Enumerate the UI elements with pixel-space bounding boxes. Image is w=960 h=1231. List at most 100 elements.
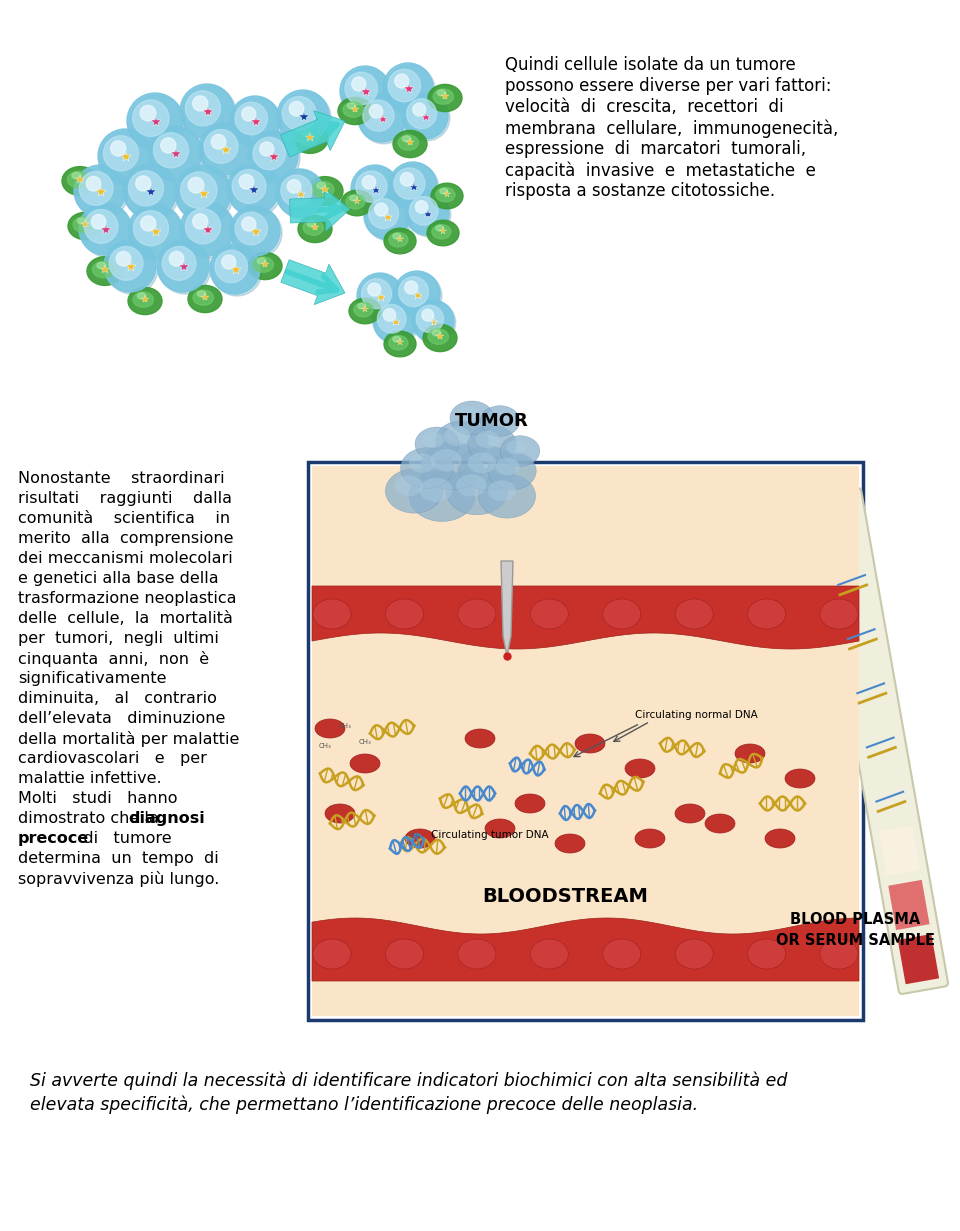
Circle shape <box>185 209 221 244</box>
Circle shape <box>373 299 417 343</box>
Ellipse shape <box>133 292 154 308</box>
Circle shape <box>340 66 390 116</box>
Circle shape <box>104 240 156 292</box>
Ellipse shape <box>428 329 448 345</box>
Ellipse shape <box>423 325 457 352</box>
Text: CH₃: CH₃ <box>339 724 351 730</box>
Ellipse shape <box>409 453 436 473</box>
Circle shape <box>81 206 133 257</box>
Circle shape <box>276 169 324 217</box>
Ellipse shape <box>405 828 435 848</box>
Circle shape <box>360 96 408 144</box>
Ellipse shape <box>385 939 423 969</box>
Ellipse shape <box>765 828 795 848</box>
Bar <box>312 641 859 926</box>
Circle shape <box>402 94 448 139</box>
Ellipse shape <box>575 734 605 753</box>
Text: Molti   studi   hanno: Molti studi hanno <box>18 792 178 806</box>
Circle shape <box>235 102 268 134</box>
Ellipse shape <box>432 330 441 336</box>
Circle shape <box>369 198 398 229</box>
Polygon shape <box>312 918 859 981</box>
Circle shape <box>178 167 233 223</box>
Polygon shape <box>280 111 345 158</box>
Ellipse shape <box>292 124 328 154</box>
Circle shape <box>107 243 158 294</box>
Ellipse shape <box>705 814 735 833</box>
Circle shape <box>104 135 138 171</box>
Circle shape <box>279 92 331 144</box>
Ellipse shape <box>820 939 858 969</box>
Ellipse shape <box>338 97 372 124</box>
Ellipse shape <box>393 234 401 239</box>
Ellipse shape <box>78 218 85 224</box>
Text: risultati    raggiunti    dalla: risultati raggiunti dalla <box>18 491 232 506</box>
Ellipse shape <box>193 291 213 305</box>
Ellipse shape <box>530 939 568 969</box>
Circle shape <box>351 78 366 91</box>
Ellipse shape <box>468 425 516 463</box>
Circle shape <box>389 162 437 211</box>
Circle shape <box>357 273 403 319</box>
Text: CH₃: CH₃ <box>319 744 331 750</box>
Ellipse shape <box>349 298 381 324</box>
Text: velocità  di  crescita,  recettori  di: velocità di crescita, recettori di <box>505 98 783 116</box>
Ellipse shape <box>748 599 785 629</box>
Circle shape <box>345 73 377 105</box>
Circle shape <box>404 95 450 140</box>
Ellipse shape <box>253 257 274 272</box>
Text: possono essere diverse per vari fattori:: possono essere diverse per vari fattori: <box>505 78 831 95</box>
Circle shape <box>230 206 280 256</box>
Ellipse shape <box>393 130 427 158</box>
Ellipse shape <box>465 729 495 748</box>
Bar <box>308 462 863 1020</box>
Text: malattie infettive.: malattie infettive. <box>18 771 161 787</box>
Circle shape <box>359 275 405 321</box>
Ellipse shape <box>97 262 106 268</box>
Circle shape <box>239 175 253 190</box>
Ellipse shape <box>92 261 114 278</box>
Circle shape <box>363 100 394 132</box>
Ellipse shape <box>298 129 319 145</box>
Circle shape <box>227 162 279 215</box>
Circle shape <box>182 204 236 259</box>
Ellipse shape <box>385 469 443 513</box>
Ellipse shape <box>128 287 162 315</box>
Circle shape <box>140 106 156 121</box>
Circle shape <box>131 206 184 260</box>
FancyBboxPatch shape <box>812 489 948 993</box>
Circle shape <box>405 281 418 294</box>
Circle shape <box>129 171 163 206</box>
Ellipse shape <box>420 478 452 502</box>
Ellipse shape <box>530 599 568 629</box>
Circle shape <box>148 126 202 180</box>
Bar <box>898 934 939 985</box>
Circle shape <box>229 165 281 217</box>
Text: cardiovascolari   e   per: cardiovascolari e per <box>18 751 206 766</box>
Circle shape <box>374 300 419 345</box>
Circle shape <box>79 171 113 206</box>
Ellipse shape <box>433 89 453 105</box>
Circle shape <box>123 164 177 218</box>
Circle shape <box>84 209 118 244</box>
Circle shape <box>91 214 106 229</box>
Ellipse shape <box>427 220 459 246</box>
Circle shape <box>211 134 226 149</box>
Text: precoce: precoce <box>18 831 89 846</box>
Ellipse shape <box>72 172 81 178</box>
Circle shape <box>368 283 381 295</box>
Text: diagnosi: diagnosi <box>128 811 204 826</box>
Text: per  tumori,  negli  ultimi: per tumori, negli ultimi <box>18 632 219 646</box>
Ellipse shape <box>475 431 500 448</box>
Circle shape <box>287 180 300 193</box>
Circle shape <box>407 193 451 236</box>
Text: dell’elevata   diminuzione: dell’elevata diminuzione <box>18 712 226 726</box>
Ellipse shape <box>431 183 463 209</box>
Circle shape <box>169 251 183 266</box>
Circle shape <box>159 243 211 294</box>
Circle shape <box>128 204 182 259</box>
Bar <box>888 880 929 931</box>
Circle shape <box>125 166 180 220</box>
Circle shape <box>222 255 236 270</box>
Ellipse shape <box>436 421 489 462</box>
